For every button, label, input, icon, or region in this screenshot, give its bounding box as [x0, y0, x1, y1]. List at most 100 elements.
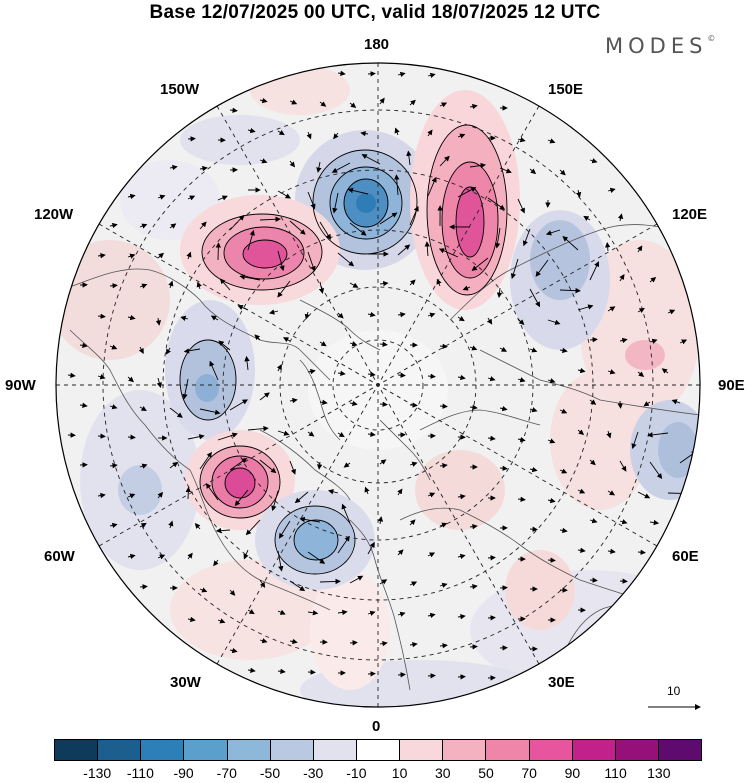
- wind-vector: [244, 355, 250, 371]
- wind-vector: [277, 430, 290, 436]
- wind-vector: [427, 373, 436, 379]
- wind-vector: [367, 431, 376, 437]
- wind-vector: [139, 584, 148, 590]
- wind-vector: [427, 129, 433, 137]
- wind-vector: [487, 197, 506, 210]
- modes-logo: MODES©: [605, 34, 715, 58]
- wind-vector: [127, 253, 136, 259]
- wind-vector: [617, 213, 624, 222]
- wind-vector: [349, 640, 358, 646]
- wind-vector: [589, 261, 600, 281]
- wind-vector: [439, 343, 448, 349]
- wind-vector: [229, 647, 238, 654]
- wind-vector: [379, 640, 388, 647]
- wind-vector: [379, 579, 388, 585]
- colorbar-cell: [528, 740, 572, 760]
- lon-label-60w: 60W: [44, 548, 75, 565]
- wind-vector: [306, 131, 312, 140]
- wind-vector: [229, 214, 245, 231]
- wind-vector: [337, 431, 345, 438]
- wind-vector: [469, 404, 478, 411]
- wind-vector: [319, 101, 327, 107]
- wind-vector: [229, 457, 248, 471]
- wind-vector: [469, 103, 478, 110]
- wind-vector: [127, 493, 136, 499]
- wind-vector: [331, 162, 351, 173]
- wind-vector: [259, 97, 268, 104]
- wind-vector: [289, 220, 306, 235]
- wind-vector: [379, 341, 388, 347]
- wind-vector: [157, 252, 164, 259]
- wind-vector: [234, 489, 249, 507]
- wind-vector: [439, 155, 450, 167]
- wind-vector: [332, 192, 339, 214]
- colorbar-cell: [442, 740, 486, 760]
- colorbar-cell: [614, 740, 658, 760]
- wind-vector: [619, 337, 628, 344]
- wind-vector: [360, 130, 369, 137]
- wind-vector: [210, 315, 219, 321]
- wind-vector: [349, 341, 358, 347]
- graticule: [56, 63, 700, 707]
- wind-vector: [127, 314, 136, 321]
- wind-vector: [299, 516, 321, 523]
- wind-vector: [307, 191, 316, 210]
- wind-vector: [517, 198, 525, 214]
- wind-vector: [127, 376, 134, 383]
- wind-vector: [168, 280, 174, 289]
- lon-label-0: 0: [372, 718, 381, 735]
- colorbar-cell: [269, 740, 313, 760]
- wind-vector: [349, 102, 357, 108]
- colorbar-tick-label: -10: [346, 765, 367, 781]
- wind-vector: [155, 317, 162, 326]
- wind-vector: [583, 215, 591, 222]
- reference-vector-label: 10: [667, 684, 681, 698]
- wind-vector: [397, 672, 406, 678]
- wind-vector: [165, 347, 171, 355]
- wind-vector: [394, 127, 400, 136]
- wind-vector: [517, 377, 526, 383]
- wind-vector: [259, 392, 270, 401]
- wind-vector: [247, 229, 255, 251]
- wind-vector: [439, 102, 448, 108]
- wind-vector: [679, 339, 688, 345]
- wind-vector: [606, 430, 612, 439]
- lon-label-120w: 120W: [34, 206, 74, 223]
- wind-vector: [649, 338, 658, 344]
- wind-vector: [289, 638, 298, 645]
- wind-vector: [649, 519, 660, 526]
- wind-vector: [277, 250, 285, 272]
- wind-vector: [217, 618, 226, 624]
- wind-vector: [271, 490, 279, 512]
- wind-vector: [559, 347, 568, 354]
- wind-vector: [604, 242, 611, 252]
- wind-vector: [259, 459, 277, 474]
- wind-vector: [424, 241, 430, 257]
- wind-vector: [637, 491, 651, 499]
- wind-vector: [649, 461, 663, 480]
- colorbar: [54, 739, 702, 761]
- wind-vector: [67, 372, 76, 378]
- wind-vector: [517, 436, 526, 443]
- wind-vector: [607, 490, 616, 496]
- wind-vector: [517, 137, 526, 143]
- wind-vector: [328, 489, 339, 495]
- wind-vector: [156, 377, 162, 388]
- wind-vector: [139, 283, 148, 289]
- wind-vector: [259, 216, 281, 222]
- wind-vector: [647, 432, 669, 438]
- wind-vector: [199, 451, 212, 470]
- wind-vector: [168, 520, 174, 529]
- lon-label-30e: 30E: [548, 674, 575, 691]
- wind-vector: [379, 401, 388, 407]
- wind-vector: [218, 340, 231, 351]
- colorbar-cell: [485, 740, 529, 760]
- wind-vector: [319, 341, 327, 347]
- wind-vector: [259, 158, 268, 164]
- wind-vector: [619, 460, 627, 472]
- wind-vector: [589, 337, 598, 343]
- lon-label-30w: 30W: [170, 674, 201, 691]
- wind-vector: [194, 523, 201, 530]
- wind-vector: [671, 399, 681, 405]
- wind-vector: [219, 278, 231, 291]
